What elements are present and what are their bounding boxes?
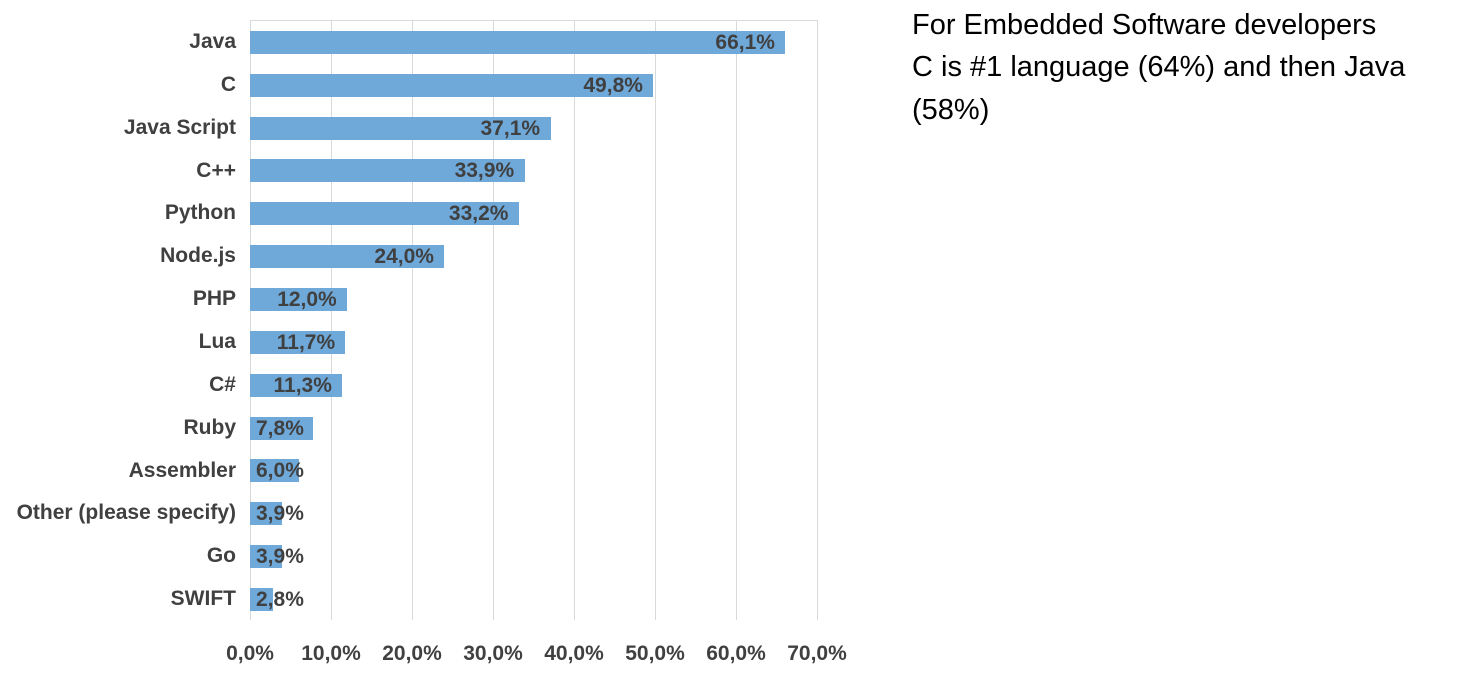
category-label: SWIFT [170,587,236,611]
bar [250,159,525,183]
bar-row: 11,7% [250,321,818,364]
x-tick-label: 10,0% [301,642,361,665]
gridline [574,21,575,620]
category-label: Java [189,29,236,53]
bar-row: 24,0% [250,235,818,278]
bar-row: 7,8% [250,407,818,450]
x-tick-label: 60,0% [706,642,766,665]
gridline [331,21,332,620]
bar-row: 3,9% [250,535,818,578]
bar-row: 37,1% [250,107,818,150]
category-label: C# [209,372,236,396]
bar-row: 6,0% [250,450,818,493]
gridline [736,21,737,620]
bar-row: 33,2% [250,192,818,235]
plot-area: 66,1% 49,8% 37,1% 33,9% 33,2% 24,0% 12,0% 11,7%… [250,20,818,620]
category-label: Other (please specify) [16,501,236,525]
category-label: Node.js [160,244,236,268]
bar-value-label: 2,8% [256,588,304,612]
x-tick-label: 0,0% [226,642,274,665]
category-label: PHP [192,287,236,311]
bar [250,288,348,312]
bar-row: 49,8% [250,64,818,107]
bar [250,459,299,483]
category-label: Go [206,544,236,568]
bar-row: 11,3% [250,364,818,407]
bar-value-label: 33,2% [448,202,509,226]
annotation-line: C is #1 language (64%) and then Java [912,51,1406,84]
bar-chart: Java C Java Script C++ Python Node.js PHP Lua C#… [0,20,847,669]
bar [250,588,273,612]
bar [250,416,314,440]
bar [250,502,282,526]
bar-row: 2,8% [250,578,818,621]
category-label: Java Script [123,115,236,139]
category-label: Assembler [128,458,236,482]
bar-value-label: 6,0% [256,459,304,483]
gridline [817,21,818,620]
bar-value-label: 33,9% [454,159,515,183]
category-label: C [220,72,236,96]
gridline [412,21,413,620]
x-tick-label: 50,0% [625,642,685,665]
category-labels: Java C Java Script C++ Python Node.js PHP Lua C#… [0,20,236,620]
annotation-text: For Embedded Software developers C is #1… [912,4,1472,131]
bar-value-label: 11,3% [273,373,332,397]
bar-row: 33,9% [250,150,818,193]
annotation-line: For Embedded Software developers [912,9,1377,41]
gridline [493,21,494,620]
bar [250,202,519,226]
gridline [655,21,656,620]
bar [250,545,282,569]
annotation-line: (58%) [912,93,990,126]
bar [250,245,445,269]
bar-row: 3,9% [250,492,818,535]
x-tick-label: 70,0% [787,642,847,665]
bar-value-label: 49,8% [583,73,643,97]
bar-value-label: 37,1% [480,116,541,140]
category-label: Python [164,201,236,225]
bar [250,116,551,140]
category-label: C++ [196,158,236,182]
bar-row: 66,1% [250,21,818,64]
bar-value-label: 66,1% [715,30,775,54]
x-tick-label: 40,0% [544,642,604,665]
bar-value-label: 11,7% [276,330,336,354]
category-label: Lua [198,329,236,353]
x-tick-label: 20,0% [382,642,442,665]
bar-value-label: 24,0% [374,245,434,269]
bar-value-label: 3,9% [256,502,304,526]
bar [250,73,654,97]
bar-row: 12,0% [250,278,818,321]
gridline [250,21,251,620]
bar-value-label: 7,8% [256,416,304,440]
x-axis-labels: 0,0% 10,0% 20,0% 30,0% 40,0% 50,0% 60,0% 70,0% [226,642,847,669]
bar-value-label: 3,9% [256,545,304,569]
bar-value-label: 12,0% [277,288,337,312]
category-label: Ruby [183,415,237,439]
bar [250,30,786,54]
x-tick-label: 30,0% [463,642,523,665]
bar [250,373,342,397]
bar [250,330,345,354]
